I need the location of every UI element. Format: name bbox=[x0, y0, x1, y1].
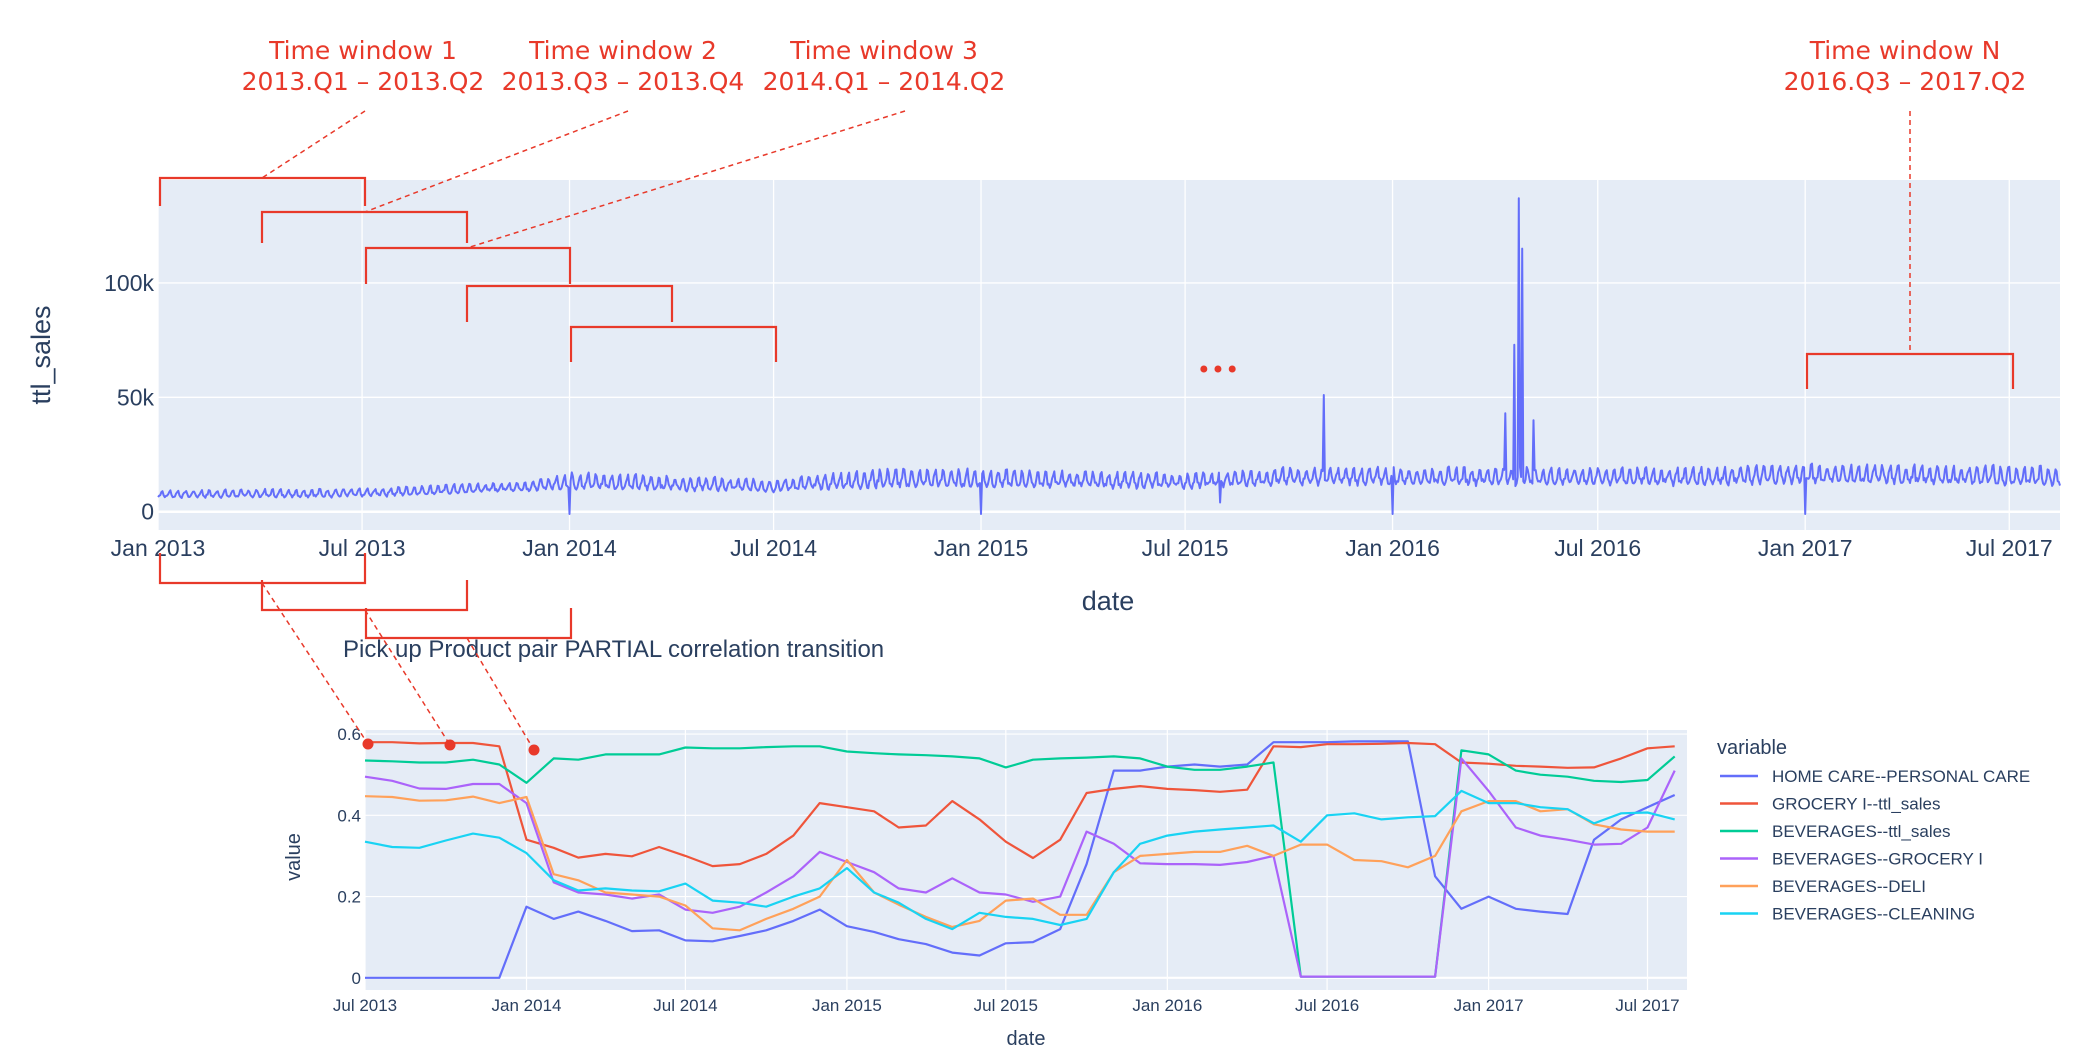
ellipsis-marker: ••• bbox=[1197, 356, 1239, 384]
sales-x-tick-label: Jul 2013 bbox=[319, 535, 406, 561]
correlation-y-tick-label: 0.4 bbox=[337, 806, 361, 825]
window-n-bracket bbox=[1805, 352, 2015, 389]
correlation-x-tick-label: Jan 2017 bbox=[1454, 996, 1524, 1015]
sales-x-tick-label: Jan 2013 bbox=[111, 535, 206, 561]
sales-y-tick-label: 100k bbox=[104, 270, 154, 296]
correlation-series-line bbox=[365, 740, 1676, 979]
sales-x-tick-label: Jan 2014 bbox=[522, 535, 617, 561]
correlation-series bbox=[364, 740, 1676, 979]
window-1-leader bbox=[261, 110, 366, 179]
legend-entry: GROCERY I--ttl_sales bbox=[1772, 795, 1940, 814]
sales-x-tick-label: Jul 2014 bbox=[730, 535, 817, 561]
window-4-bracket bbox=[465, 284, 674, 322]
window-1-bracket bbox=[158, 176, 367, 206]
window-n-range: 2016.Q3 – 2017.Q2 bbox=[1784, 67, 2027, 96]
sales-x-axis-title: date bbox=[1082, 586, 1135, 616]
sales-series bbox=[157, 197, 2061, 515]
window-2-leader bbox=[364, 110, 629, 213]
window-1-title: Time window 1 bbox=[268, 36, 457, 65]
legend-entry: BEVERAGES--ttl_sales bbox=[1772, 822, 1951, 841]
correlation-y-ticks: 0 0.2 0.4 0.6 bbox=[337, 725, 361, 988]
window-1-range: 2013.Q1 – 2013.Q2 bbox=[242, 67, 485, 96]
correlation-x-tick-label: Jan 2016 bbox=[1132, 996, 1202, 1015]
sales-x-tick-label: Jul 2015 bbox=[1142, 535, 1229, 561]
window-3-bracket bbox=[364, 246, 572, 284]
window-2-range: 2013.Q3 – 2013.Q4 bbox=[502, 67, 745, 96]
window-2-connector bbox=[364, 609, 451, 746]
annotation-layer: Time window 1 2013.Q1 – 2013.Q2 Time win… bbox=[158, 36, 2027, 756]
sales-y-tick-label: 0 bbox=[141, 499, 154, 525]
window-3-title: Time window 3 bbox=[789, 36, 978, 65]
window-3-point bbox=[528, 744, 540, 756]
correlation-x-axis-title: date bbox=[1007, 1028, 1046, 1050]
correlation-y-axis-title: value bbox=[283, 833, 305, 881]
legend-title: variable bbox=[1717, 737, 1787, 759]
lower-window-3-bracket bbox=[364, 608, 573, 640]
correlation-series-line bbox=[364, 789, 1675, 931]
sales-chart: Jan 2013 Jul 2013 Jan 2014 Jul 2014 Jan 2015… bbox=[26, 180, 2061, 616]
correlation-y-tick-label: 0.2 bbox=[337, 888, 361, 907]
sales-plot-area bbox=[158, 180, 2060, 530]
legend-entry: BEVERAGES--DELI bbox=[1772, 877, 1926, 896]
correlation-x-tick-label: Jul 2017 bbox=[1615, 996, 1679, 1015]
correlation-chart-title: Pick up Product pair PARTIAL correlation… bbox=[343, 636, 884, 663]
legend-entry: BEVERAGES--GROCERY I bbox=[1772, 850, 1983, 869]
correlation-y-tick-label: 0 bbox=[352, 969, 361, 988]
correlation-chart: Pick up Product pair PARTIAL correlation… bbox=[283, 636, 2030, 1050]
sales-y-ticks: 0 50k 100k bbox=[104, 270, 154, 525]
sales-x-tick-label: Jul 2017 bbox=[1966, 535, 2053, 561]
window-3-range: 2014.Q1 – 2014.Q2 bbox=[763, 67, 1006, 96]
window-1-connector bbox=[261, 582, 369, 745]
correlation-x-tick-label: Jul 2013 bbox=[333, 996, 397, 1015]
window-3-leader bbox=[466, 110, 906, 249]
correlation-x-tick-label: Jul 2014 bbox=[653, 996, 717, 1015]
correlation-x-ticks: Jul 2013 Jan 2014 Jul 2014 Jan 2015 Jul 2015… bbox=[333, 996, 1680, 1015]
correlation-series-line bbox=[364, 795, 1675, 932]
sales-x-tick-label: Jan 2017 bbox=[1758, 535, 1853, 561]
correlation-x-tick-label: Jan 2015 bbox=[812, 996, 882, 1015]
sales-x-tick-label: Jan 2016 bbox=[1345, 535, 1440, 561]
window-n-title: Time window N bbox=[1809, 36, 2001, 65]
window-5-bracket bbox=[569, 325, 778, 362]
correlation-gridlines bbox=[364, 730, 1687, 990]
sales-x-tick-label: Jan 2015 bbox=[934, 535, 1029, 561]
legend-entry: BEVERAGES--CLEANING bbox=[1772, 905, 1975, 924]
legend-entry: HOME CARE--PERSONAL CARE bbox=[1772, 767, 2030, 786]
sales-x-tick-label: Jul 2016 bbox=[1554, 535, 1641, 561]
window-2-bracket bbox=[260, 210, 469, 243]
correlation-series-line bbox=[365, 741, 1675, 868]
correlation-x-tick-label: Jul 2015 bbox=[974, 996, 1038, 1015]
sales-y-axis-title: ttl_sales bbox=[26, 305, 56, 404]
correlation-x-tick-label: Jul 2016 bbox=[1295, 996, 1359, 1015]
window-2-point bbox=[444, 739, 456, 751]
correlation-legend: variable HOME CARE--PERSONAL CARE GROCERY… bbox=[1717, 737, 2030, 924]
window-2-title: Time window 2 bbox=[528, 36, 717, 65]
window-1-point bbox=[362, 738, 374, 750]
lower-window-2-bracket bbox=[260, 580, 469, 612]
sales-x-ticks: Jan 2013 Jul 2013 Jan 2014 Jul 2014 Jan 2015… bbox=[111, 535, 2053, 561]
sales-line bbox=[157, 197, 2061, 515]
sales-y-tick-label: 50k bbox=[117, 384, 155, 410]
window-3-connector bbox=[466, 637, 535, 751]
correlation-y-tick-label: 0.6 bbox=[337, 725, 361, 744]
correlation-plot-area bbox=[365, 730, 1687, 990]
correlation-x-tick-label: Jan 2014 bbox=[492, 996, 562, 1015]
